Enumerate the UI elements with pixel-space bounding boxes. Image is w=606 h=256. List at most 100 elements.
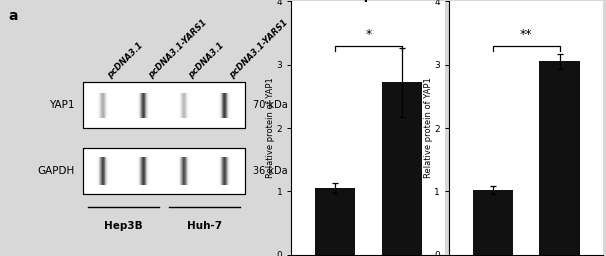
Bar — [185, 157, 186, 185]
Bar — [180, 93, 181, 118]
Bar — [95, 93, 96, 118]
Bar — [103, 157, 104, 185]
Bar — [131, 93, 132, 118]
Bar — [99, 157, 100, 185]
Bar — [183, 157, 184, 185]
Bar — [182, 93, 183, 118]
Bar — [212, 157, 213, 185]
Bar — [138, 157, 139, 185]
Bar — [184, 157, 185, 185]
Y-axis label: Relative protein of YAP1: Relative protein of YAP1 — [266, 78, 275, 178]
Bar — [146, 93, 147, 118]
Bar — [93, 93, 94, 118]
Bar — [172, 93, 173, 118]
Bar — [184, 93, 185, 118]
Bar — [146, 93, 147, 118]
Bar — [234, 93, 235, 118]
Bar — [231, 157, 232, 185]
Bar — [190, 157, 191, 185]
Bar — [132, 93, 133, 118]
Bar — [97, 93, 98, 118]
Bar — [130, 157, 131, 185]
Bar — [217, 93, 218, 118]
Bar — [103, 93, 104, 118]
Bar — [181, 157, 182, 185]
Bar — [218, 157, 219, 185]
Bar — [179, 157, 180, 185]
Bar — [141, 157, 142, 185]
Bar — [144, 93, 145, 118]
Bar — [223, 157, 224, 185]
Bar — [473, 190, 513, 255]
Text: Huh-7: Huh-7 — [187, 220, 222, 230]
Bar — [93, 93, 94, 118]
Bar — [224, 93, 225, 118]
Bar — [233, 93, 234, 118]
Bar — [191, 157, 193, 185]
Bar — [220, 93, 221, 118]
Bar — [98, 93, 99, 118]
Bar — [216, 93, 217, 118]
Bar — [230, 157, 231, 185]
Text: 36 kDa: 36 kDa — [253, 166, 288, 176]
Bar — [113, 157, 114, 185]
Bar — [133, 157, 134, 185]
Bar — [144, 157, 145, 185]
Bar — [148, 93, 149, 118]
Bar — [194, 93, 195, 118]
Bar — [140, 157, 141, 185]
Bar — [142, 157, 143, 185]
Bar — [215, 93, 216, 118]
Bar — [98, 157, 99, 185]
Bar — [180, 93, 181, 118]
Bar — [111, 157, 112, 185]
Bar — [187, 157, 188, 185]
Bar — [227, 157, 228, 185]
Bar — [214, 157, 215, 185]
Bar — [107, 93, 108, 118]
Bar — [224, 157, 225, 185]
Bar — [191, 93, 192, 118]
Bar — [236, 157, 237, 185]
Bar — [114, 93, 115, 118]
Bar — [92, 93, 93, 118]
Bar — [216, 157, 217, 185]
Bar — [131, 157, 132, 185]
Bar — [173, 93, 174, 118]
Bar — [172, 157, 173, 185]
Bar — [190, 93, 191, 118]
Title: Huh-7: Huh-7 — [505, 0, 547, 2]
Bar — [228, 93, 229, 118]
Bar — [135, 93, 136, 118]
Bar — [102, 157, 103, 185]
Bar — [90, 93, 91, 118]
Bar — [221, 157, 222, 185]
Bar — [227, 93, 228, 118]
Bar — [220, 93, 221, 118]
Bar — [195, 157, 196, 185]
Bar — [188, 93, 189, 118]
Bar — [187, 157, 188, 185]
Bar — [219, 93, 220, 118]
Bar — [101, 93, 102, 118]
Bar — [221, 93, 222, 118]
Bar — [147, 93, 148, 118]
Bar — [106, 93, 107, 118]
Bar — [153, 93, 154, 118]
Bar — [113, 93, 114, 118]
Bar — [178, 157, 179, 185]
Bar — [110, 93, 111, 118]
Bar — [176, 93, 177, 118]
Bar — [149, 93, 150, 118]
Bar — [134, 157, 135, 185]
Bar — [224, 157, 225, 185]
Bar — [181, 157, 182, 185]
Bar — [211, 157, 212, 185]
Bar — [235, 93, 236, 118]
Bar — [155, 93, 156, 118]
Bar — [139, 93, 140, 118]
Bar — [222, 157, 223, 185]
Bar — [225, 93, 226, 118]
Bar — [177, 157, 178, 185]
Text: pcDNA3.1-YARS1: pcDNA3.1-YARS1 — [227, 18, 290, 80]
